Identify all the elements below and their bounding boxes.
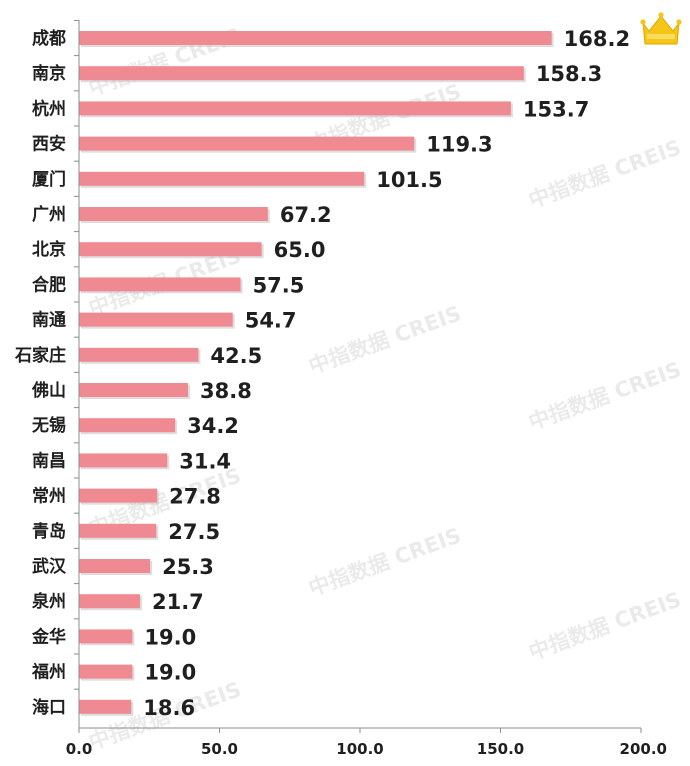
category-label: 武汉 — [32, 556, 67, 577]
value-label: 19.0 — [144, 661, 196, 685]
category-label: 南京 — [32, 63, 66, 84]
value-label: 18.6 — [143, 696, 195, 720]
category-label: 西安 — [32, 134, 66, 155]
category-label: 无锡 — [31, 415, 66, 436]
category-label: 泉州 — [31, 591, 66, 612]
category-label: 北京 — [32, 239, 66, 260]
category-labels: 成都南京杭州西安厦门广州北京合肥南通石家庄佛山无锡南昌常州青岛武汉泉州金华福州海… — [14, 28, 67, 718]
value-label: 38.8 — [200, 379, 252, 403]
bar — [79, 594, 140, 609]
bar — [79, 559, 151, 573]
bar — [79, 629, 133, 644]
value-label: 119.3 — [426, 133, 492, 157]
category-label: 石家庄 — [14, 345, 66, 366]
value-label: 158.3 — [536, 62, 602, 86]
value-label: 153.7 — [523, 97, 589, 121]
category-label: 金华 — [31, 626, 66, 647]
x-tick-label: 50.0 — [201, 740, 238, 758]
watermark-text: 中指数据 CREIS — [526, 587, 685, 664]
category-label: 海口 — [32, 697, 66, 718]
category-label: 福州 — [31, 662, 66, 683]
bar — [79, 453, 168, 468]
value-label: 54.7 — [245, 309, 297, 333]
value-label: 101.5 — [376, 168, 442, 192]
category-label: 杭州 — [32, 98, 66, 119]
bar — [79, 664, 133, 679]
category-label: 合肥 — [32, 274, 66, 295]
value-label: 31.4 — [179, 449, 231, 473]
category-label: 常州 — [32, 486, 66, 507]
value-label: 168.2 — [564, 27, 630, 51]
category-label: 厦门 — [32, 169, 66, 190]
value-label: 67.2 — [280, 203, 332, 227]
bar — [79, 312, 233, 327]
bar — [79, 277, 241, 292]
value-label: 27.5 — [168, 520, 220, 544]
x-tick-label: 0.0 — [66, 740, 93, 758]
bar — [79, 171, 365, 186]
value-label: 21.7 — [152, 590, 204, 614]
watermark-text: 中指数据 CREIS — [306, 301, 465, 378]
category-label: 广州 — [32, 204, 66, 225]
bars-group — [79, 31, 554, 716]
bar — [79, 488, 158, 503]
category-label: 南通 — [32, 310, 66, 331]
category-label: 成都 — [32, 28, 66, 49]
x-tick-label: 150.0 — [477, 740, 524, 758]
bar — [79, 383, 189, 397]
category-label: 南昌 — [32, 450, 66, 471]
bar — [79, 523, 157, 538]
value-label: 34.2 — [187, 414, 239, 438]
category-label: 佛山 — [31, 380, 66, 401]
x-axis: 0.0 50.0 100.0 150.0 200.0 — [66, 19, 667, 758]
bar — [79, 31, 552, 45]
bar — [79, 242, 262, 257]
value-label: 19.0 — [144, 625, 196, 649]
value-label: 25.3 — [162, 555, 214, 579]
watermark-text: 中指数据 CREIS — [306, 523, 465, 600]
bar — [79, 101, 511, 116]
crown-icon — [640, 12, 682, 45]
value-label: 27.8 — [169, 485, 221, 509]
watermark-text: 中指数据 CREIS — [526, 135, 685, 212]
x-tick-label: 100.0 — [336, 740, 383, 758]
bar — [79, 136, 415, 151]
x-tick-label: 200.0 — [620, 740, 667, 758]
bar — [79, 347, 199, 362]
value-label: 57.5 — [253, 273, 305, 297]
bar — [79, 699, 132, 714]
value-label: 65.0 — [274, 238, 326, 262]
bar — [79, 66, 524, 81]
bar — [79, 418, 176, 433]
category-label: 青岛 — [32, 521, 66, 542]
value-label: 42.5 — [210, 344, 262, 368]
watermark-text: 中指数据 CREIS — [526, 357, 685, 434]
value-labels: 168.2 158.3 153.7 119.3 101.5 67.2 65.0 57.5 54.… — [143, 27, 630, 720]
bar — [79, 207, 268, 221]
